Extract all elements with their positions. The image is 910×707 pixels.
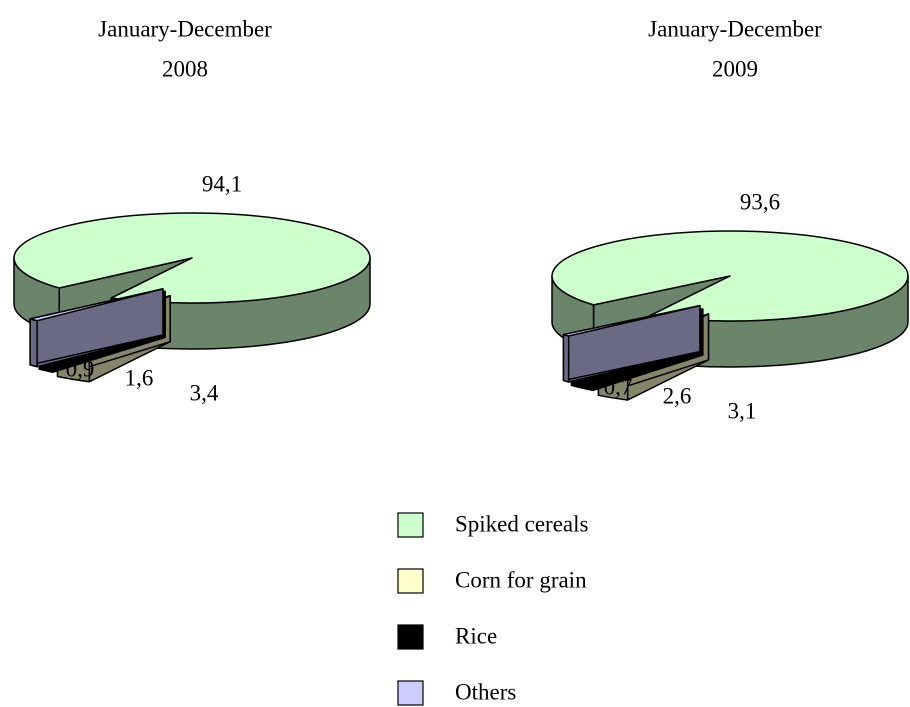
slice-side [562,333,570,383]
legend-swatch [397,624,424,650]
data-label: 93,6 [740,189,780,214]
legend-swatch [397,512,424,538]
slice-top [551,230,909,322]
data-label: 94,1 [202,171,242,196]
chart-subtitle: 2009 [712,56,758,81]
chart-title: January-December [98,16,272,41]
slice-side [29,318,38,368]
slice-top [13,212,371,304]
legend-swatch [397,568,424,594]
legend-swatch [397,680,424,706]
data-label: 1,6 [125,365,154,390]
data-label: 3,1 [728,398,757,423]
chart-title: January-December [648,16,822,41]
slice-top [562,304,701,337]
slice-top [29,288,164,322]
chart-subtitle: 2008 [162,56,208,81]
data-label: 3,4 [190,380,219,405]
pie-slice [29,288,164,368]
data-label: 2,6 [663,383,692,408]
legend-label: Others [455,679,516,704]
pie-slice [562,304,701,383]
legend-label: Corn for grain [455,567,587,592]
data-label: 0,9 [66,356,95,381]
legend-label: Spiked cereals [455,511,589,536]
data-label: 0,7 [604,374,633,399]
legend-label: Rice [455,623,497,648]
